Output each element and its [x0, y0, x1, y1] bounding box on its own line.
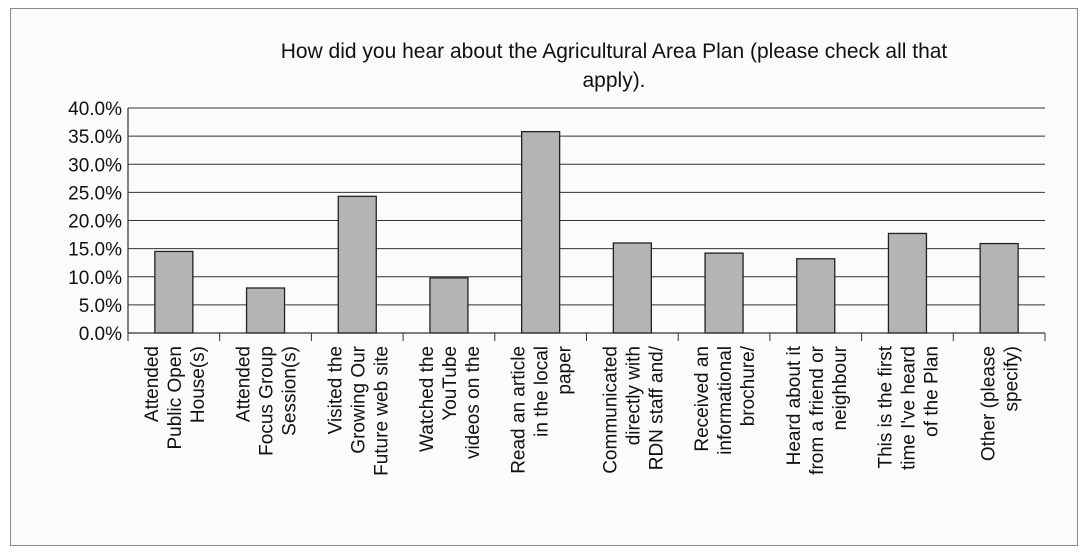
bar: [612, 242, 652, 334]
bar: [887, 232, 928, 334]
category-label: from a friend or: [807, 345, 828, 474]
y-tick-label: 5.0%: [79, 296, 122, 317]
category-label: directly with: [623, 346, 644, 445]
category-labels: Attended Public Open House(s) Attended Focus…: [142, 345, 1023, 476]
chart-title-line-2: apply).: [582, 69, 645, 92]
category-label: Focus Group: [257, 346, 278, 456]
y-tick-label: 25.0%: [68, 183, 122, 204]
category-label: in the local: [532, 346, 553, 437]
bar: [429, 277, 469, 334]
y-tick-label: 10.0%: [68, 268, 122, 289]
y-tick-label: 20.0%: [68, 212, 122, 233]
y-tick-label: 0.0%: [79, 324, 122, 345]
category-label: RDN staff and/: [646, 345, 667, 470]
y-tick-label: 15.0%: [68, 240, 122, 261]
category-label: This is the first: [875, 345, 896, 468]
category-label: Growing Our: [348, 345, 369, 453]
category-label: videos on the: [463, 346, 484, 459]
category-label: Heard about it: [784, 345, 805, 465]
category-label: Future web site: [371, 346, 392, 476]
axes: [127, 108, 1046, 341]
category-label: Watched the: [417, 346, 438, 452]
y-tick-label: 35.0%: [68, 127, 122, 148]
category-label: brochure/: [738, 345, 759, 426]
y-tick-label: 40.0%: [68, 99, 122, 120]
bar: [337, 195, 377, 334]
category-label: Other (please: [979, 346, 1000, 461]
category-label: Attended: [142, 346, 163, 422]
category-label: Attended: [234, 346, 255, 422]
category-label: time I've heard: [898, 346, 919, 470]
bar: [154, 250, 194, 334]
category-label: YouTube: [440, 346, 461, 421]
category-label: informational: [715, 346, 736, 455]
category-label: Visited the: [325, 346, 346, 434]
category-label: Communicated: [600, 346, 621, 474]
bar: [979, 242, 1019, 334]
bar: [521, 130, 561, 334]
category-label: Public Open: [165, 346, 186, 450]
category-label: of the Plan: [921, 346, 942, 437]
y-tick-label: 30.0%: [68, 155, 122, 176]
bar: [704, 252, 744, 334]
y-axis-tick-labels: 40.0% 35.0% 30.0% 25.0% 20.0% 15.0% 10.0% 5.0% 0…: [68, 99, 122, 345]
category-label: neighbour: [830, 345, 851, 430]
category-label: Session(s): [280, 346, 301, 436]
bar: [245, 287, 286, 334]
category-label: paper: [555, 345, 576, 394]
category-label: specify): [1002, 346, 1023, 411]
category-label: Received an: [692, 346, 713, 452]
bars: [154, 130, 1019, 334]
category-label: Read an article: [509, 346, 530, 474]
chart-title-line-1: How did you hear about the Agricultural …: [281, 40, 948, 63]
bar: [796, 258, 836, 334]
category-label: House(s): [188, 346, 209, 423]
